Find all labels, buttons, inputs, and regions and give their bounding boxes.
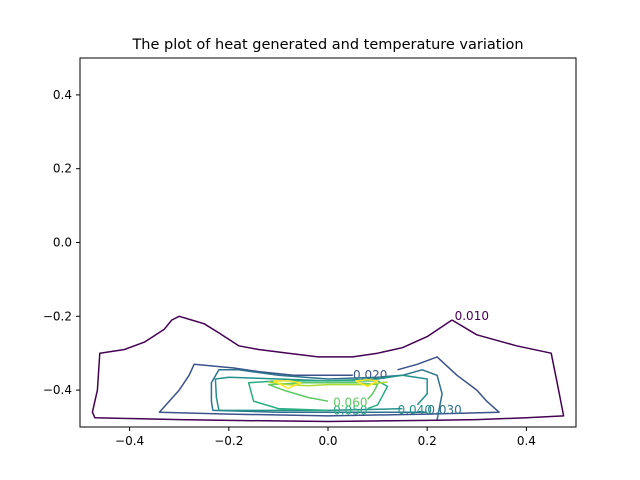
contour-label-0-010: 0.010 xyxy=(455,309,489,323)
contour-label-0-060: 0.060 xyxy=(333,396,367,410)
contour-line--0 xyxy=(273,380,302,390)
x-tick-label: −0.4 xyxy=(115,434,144,448)
contour-label-0-050: 0.050 xyxy=(333,404,367,418)
y-tick-label: −0.2 xyxy=(43,309,72,323)
chart-title: The plot of heat generated and temperatu… xyxy=(131,37,523,53)
y-tick-label: 0.4 xyxy=(53,88,72,102)
x-tick-label: 0.2 xyxy=(418,434,437,448)
contour-line- xyxy=(268,381,388,387)
contour-label-0-040: 0.040 xyxy=(398,403,432,417)
y-tick-label: −0.4 xyxy=(43,383,72,397)
y-tick-label: 0.2 xyxy=(53,162,72,176)
contour-line-0-050 xyxy=(247,380,389,412)
x-tick-label: 0.4 xyxy=(517,434,536,448)
x-tick-label: 0.0 xyxy=(318,434,337,448)
contour-line--1 xyxy=(354,379,379,388)
axes: −0.4 −0.2 0.0 0.2 0.4 0.4 0.2 0.0 −0.2 −0.4 xyxy=(43,57,577,448)
y-tick-label: 0.0 xyxy=(53,236,72,250)
contour-line-0-060 xyxy=(267,381,379,402)
contour-label-0-030: 0.030 xyxy=(427,403,461,417)
x-tick-label: −0.2 xyxy=(214,434,243,448)
contour-line-0-010 xyxy=(91,315,565,423)
contour-line-0-020 xyxy=(158,356,500,417)
contour-line-0-030 xyxy=(210,369,443,420)
